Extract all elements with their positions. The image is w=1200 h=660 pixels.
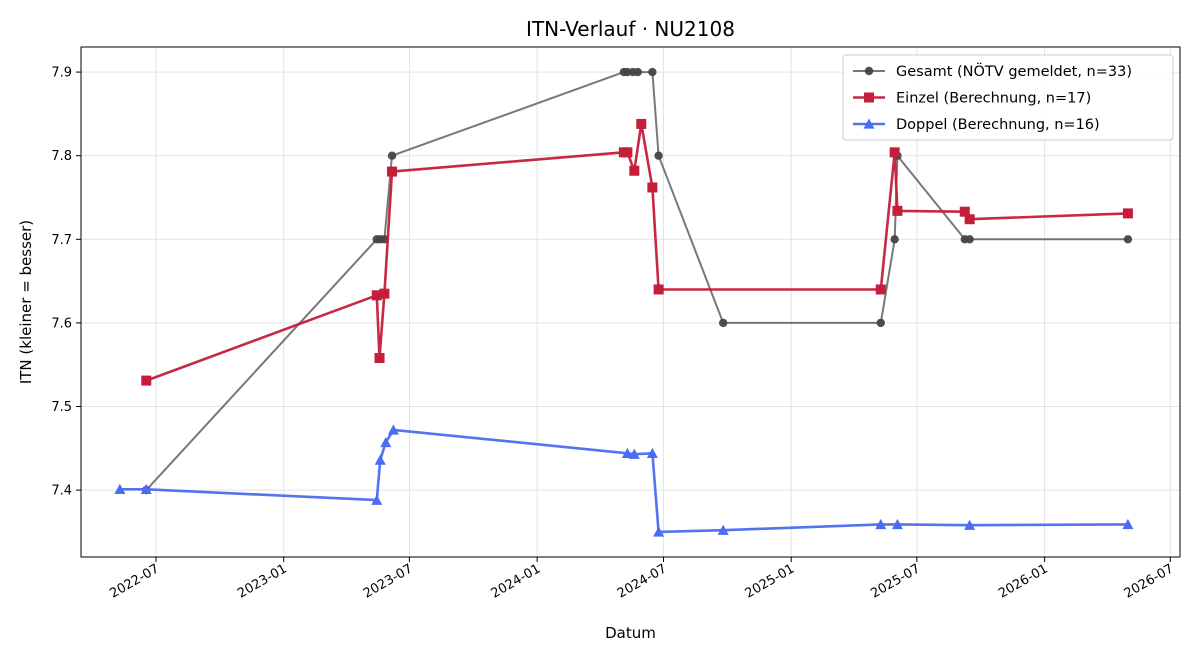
data-point [654,151,663,160]
series-doppel [114,424,1134,537]
data-point [891,518,903,530]
data-point [653,526,665,537]
data-point [387,166,398,177]
legend-marker [863,118,875,129]
x-tick-label: 2025-07 [868,561,923,601]
data-point [387,424,399,435]
y-tick-label: 7.5 [51,400,72,415]
data-point [653,284,664,295]
data-point [633,67,642,77]
x-tick-label: 2026-01 [996,561,1051,601]
data-point [892,205,903,216]
data-point [876,318,885,328]
legend: Gesamt (NÖTV gemeldet, n=33) Einzel (Bere… [842,54,1174,141]
data-point [717,524,729,535]
data-point [875,284,886,295]
y-tick-label: 7.8 [51,149,72,164]
x-tick-label: 2025-01 [743,561,798,601]
data-point [629,165,640,176]
data-point [622,147,633,158]
data-point [890,235,899,244]
data-point [646,447,658,459]
data-point [636,118,647,129]
plot-frame [80,46,1181,558]
legend-marker [864,66,874,76]
x-tick-label: 2023-07 [361,561,416,601]
chart-title: ITN-Verlauf · NU2108 [526,17,735,41]
data-point [371,290,382,301]
legend-marker [864,92,874,103]
data-point [379,288,390,299]
data-point [387,151,397,160]
data-point [964,519,976,530]
series-line [145,122,1128,382]
data-point [114,483,126,494]
x-tick-label: 2022-07 [107,561,162,601]
data-point [374,454,386,465]
data-point [875,518,887,530]
y-tick-label: 7.9 [51,66,72,81]
data-point [1122,208,1133,219]
legend-item: Doppel (Berechnung, n=16) [853,117,1100,133]
data-point [647,182,658,193]
series-line [119,428,1128,534]
legend-item: Gesamt (NÖTV gemeldet, n=33) [853,62,1132,80]
legend-label: Doppel (Berechnung, n=16) [896,117,1100,133]
data-point [374,353,385,364]
y-tick-label: 7.7 [51,233,72,248]
legend-label: Einzel (Berechnung, n=17) [896,91,1091,107]
data-point [628,448,640,459]
data-point [1122,518,1134,530]
y-tick-label: 7.6 [51,316,72,331]
data-point [965,235,974,244]
x-axis-title: Datum [605,624,656,642]
data-point [380,436,392,448]
y-axis: 7.4 7.5 7.6 7.7 7.8 7.9 [51,66,81,499]
series-einzel [141,118,1133,386]
data-point [648,67,657,77]
data-point [140,483,152,494]
x-tick-label: 2024-01 [489,561,544,601]
data-point [371,494,383,505]
data-point [959,206,970,217]
data-point [964,214,975,225]
data-point [141,375,152,386]
legend-box [842,54,1174,141]
y-tick-label: 7.4 [51,484,72,499]
x-tick-label: 2026-07 [1122,561,1177,601]
data-point [718,318,728,328]
data-point [1123,235,1133,244]
series-layer [114,67,1134,537]
x-tick-label: 2023-01 [235,561,290,601]
x-tick-label: 2024-07 [615,561,670,601]
legend-label: Gesamt (NÖTV gemeldet, n=33) [896,62,1132,80]
data-point [889,147,900,158]
legend-item: Einzel (Berechnung, n=17) [853,91,1091,107]
data-point [621,447,633,459]
y-axis-title: ITN (kleiner = besser) [17,220,35,384]
x-axis: 2022-07 2023-01 2023-07 2024-01 2024-07 2025-… [107,557,1176,602]
